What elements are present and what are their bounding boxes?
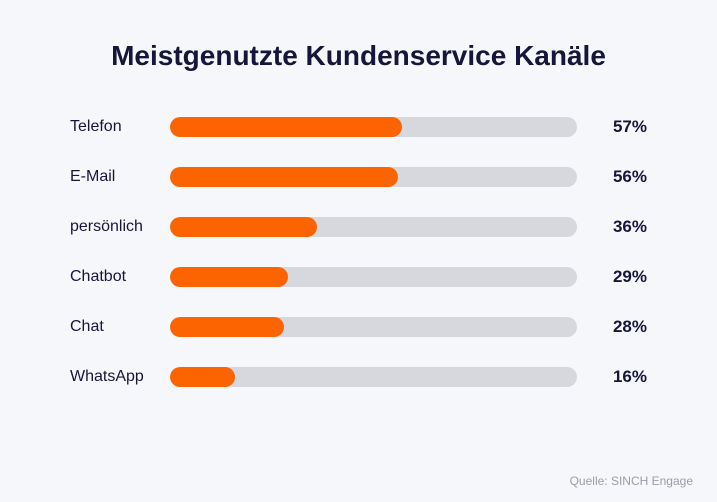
chart-title: Meistgenutzte Kundenservice Kanäle [70, 40, 647, 72]
bar-label: persönlich [70, 218, 170, 236]
bar-label: WhatsApp [70, 368, 170, 386]
bar-fill [170, 167, 398, 187]
bar-fill [170, 117, 402, 137]
bar-label: E-Mail [70, 168, 170, 186]
bar-fill [170, 367, 235, 387]
bar-value: 57% [597, 117, 647, 137]
bar-row: Telefon 57% [70, 117, 647, 137]
bar-label: Chat [70, 318, 170, 336]
bar-fill [170, 217, 317, 237]
bar-label: Chatbot [70, 268, 170, 286]
bar-row: WhatsApp 16% [70, 367, 647, 387]
bar-track [170, 267, 577, 287]
bar-value: 16% [597, 367, 647, 387]
bar-row: Chatbot 29% [70, 267, 647, 287]
bar-track [170, 317, 577, 337]
bar-fill [170, 317, 284, 337]
bar-track [170, 367, 577, 387]
bar-label: Telefon [70, 118, 170, 136]
bar-value: 29% [597, 267, 647, 287]
source-attribution: Quelle: SINCH Engage [570, 474, 693, 488]
chart-container: Meistgenutzte Kundenservice Kanäle Telef… [0, 0, 717, 387]
bar-track [170, 117, 577, 137]
horizontal-bar-chart: Telefon 57% E-Mail 56% persönlich 36% Ch… [70, 117, 647, 387]
bar-row: E-Mail 56% [70, 167, 647, 187]
bar-value: 56% [597, 167, 647, 187]
bar-fill [170, 267, 288, 287]
bar-row: persönlich 36% [70, 217, 647, 237]
bar-row: Chat 28% [70, 317, 647, 337]
bar-value: 28% [597, 317, 647, 337]
bar-value: 36% [597, 217, 647, 237]
bar-track [170, 167, 577, 187]
bar-track [170, 217, 577, 237]
